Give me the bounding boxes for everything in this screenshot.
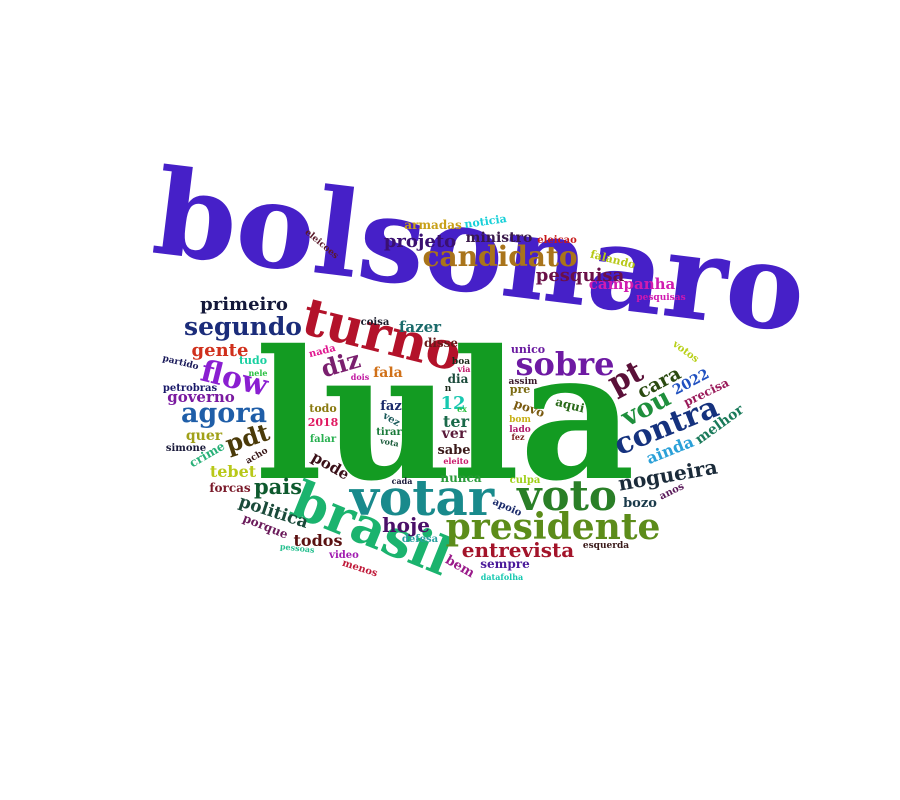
- word-hoje: hoje: [382, 513, 430, 537]
- word-vota: vota: [378, 435, 399, 448]
- word-candidato: candidato: [422, 240, 577, 273]
- word-bozo: bozo: [623, 496, 657, 511]
- word-culpa: culpa: [510, 475, 541, 486]
- word-todo: todo: [309, 402, 336, 415]
- word-fala: fala: [373, 365, 402, 381]
- word-pessoas: pessoas: [280, 541, 316, 555]
- word-agora: agora: [181, 398, 267, 429]
- word-projeto: projeto: [384, 231, 456, 252]
- word-sempre: sempre: [480, 557, 530, 571]
- word-voto: voto: [516, 471, 617, 520]
- word-pre: pre: [510, 383, 531, 396]
- word-video: video: [328, 550, 359, 561]
- word-datafolha: datafolha: [481, 572, 523, 582]
- word-defesa: defesa: [402, 534, 439, 545]
- word-2018: 2018: [308, 416, 339, 429]
- word-bom: bom: [509, 415, 531, 425]
- word-ministro: ministro: [466, 230, 533, 246]
- word-primeiro: primeiro: [200, 294, 288, 315]
- word-armadas: armadas: [404, 218, 462, 232]
- word-segundo: segundo: [184, 312, 302, 341]
- word-lula: lula: [255, 311, 635, 520]
- word-boa: boa: [452, 357, 470, 367]
- word-presidente: presidente: [446, 506, 661, 548]
- word-petrobras: petrobras: [163, 383, 218, 394]
- word-pesquisas: pesquisas: [636, 293, 685, 303]
- word-falar: falar: [310, 434, 337, 445]
- word-nele: nele: [248, 368, 267, 378]
- word-disse: disse: [424, 336, 458, 350]
- word-gente: gente: [192, 340, 249, 361]
- word-ter: ter: [443, 412, 470, 431]
- word-fez: fez: [511, 432, 525, 442]
- word-eleito: eleito: [443, 456, 469, 466]
- word-pais: pais: [254, 474, 302, 499]
- word-campanha: campanha: [589, 275, 676, 293]
- word-simone: simone: [166, 443, 206, 454]
- word-12: 12: [440, 393, 465, 414]
- word-ex: ex: [457, 404, 467, 414]
- word-eleicao: eleicao: [537, 235, 577, 246]
- word-tirar: tirar: [376, 427, 402, 438]
- word-nunca: nunca: [440, 471, 481, 485]
- word-tudo: tudo: [239, 354, 267, 367]
- word-dia: dia: [448, 372, 469, 386]
- word-todos: todos: [294, 531, 343, 550]
- word-fazer: fazer: [399, 318, 442, 336]
- word-quer: quer: [186, 428, 223, 444]
- word-entrevista: entrevista: [462, 538, 574, 562]
- word-dois: dois: [351, 372, 370, 382]
- word-via: via: [457, 364, 471, 374]
- word-tebet: tebet: [210, 462, 257, 481]
- word-forcas: forcas: [209, 481, 251, 495]
- word-pesquisa: pesquisa: [536, 265, 625, 286]
- word-cada: cada: [392, 476, 413, 486]
- word-sobre: sobre: [516, 345, 615, 383]
- word-unico: unico: [511, 343, 545, 356]
- word-esquerda: esquerda: [583, 541, 629, 551]
- word-noticia: noticia: [464, 212, 508, 231]
- word-votar: votar: [349, 468, 495, 527]
- word-assim: assim: [509, 377, 538, 387]
- word-faz: faz: [380, 399, 401, 414]
- word-governo: governo: [167, 388, 235, 406]
- word-lado: lado: [509, 425, 531, 435]
- word-sabe: sabe: [437, 443, 470, 458]
- word-coisa: coisa: [361, 317, 390, 328]
- word-n: n: [445, 384, 452, 394]
- word-ver: ver: [441, 426, 467, 442]
